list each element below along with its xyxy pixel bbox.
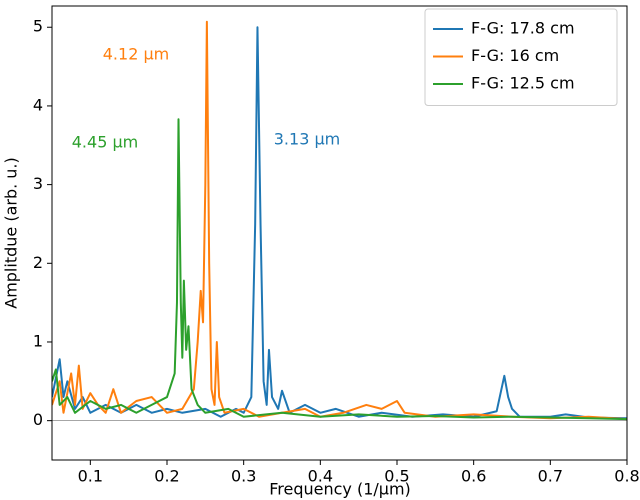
- y-tick-label: 3: [33, 174, 43, 193]
- x-tick-label: 0.7: [538, 467, 563, 486]
- y-axis-label: Amplitdue (arb. u.): [2, 157, 21, 309]
- y-tick-label: 1: [33, 331, 43, 350]
- x-tick-label: 0.6: [461, 467, 486, 486]
- y-tick-label: 5: [33, 17, 43, 36]
- x-tick-label: 0.8: [614, 467, 639, 486]
- series-line: [52, 20, 627, 421]
- legend-box: [424, 8, 618, 106]
- x-tick-label: 0.4: [308, 467, 333, 486]
- annotation: 4.12 μm: [103, 45, 169, 64]
- x-tick-label: 0.3: [231, 467, 256, 486]
- series-line: [52, 118, 627, 421]
- x-axis-label: Frequency (1/μm): [269, 480, 411, 499]
- legend-label: F-G: 17.8 cm: [471, 19, 575, 38]
- annotation: 4.45 μm: [72, 133, 138, 152]
- x-tick-label: 0.5: [384, 467, 409, 486]
- y-tick-label: 4: [33, 95, 43, 114]
- x-tick-label: 0.1: [78, 467, 103, 486]
- legend-label: F-G: 16 cm: [471, 46, 559, 65]
- plot-frame: [51, 5, 628, 461]
- legend-label: F-G: 12.5 cm: [471, 74, 575, 93]
- annotation: 3.13 μm: [274, 130, 340, 149]
- x-tick-label: 0.2: [154, 467, 179, 486]
- y-tick-label: 0: [33, 410, 43, 429]
- y-tick-label: 2: [33, 253, 43, 272]
